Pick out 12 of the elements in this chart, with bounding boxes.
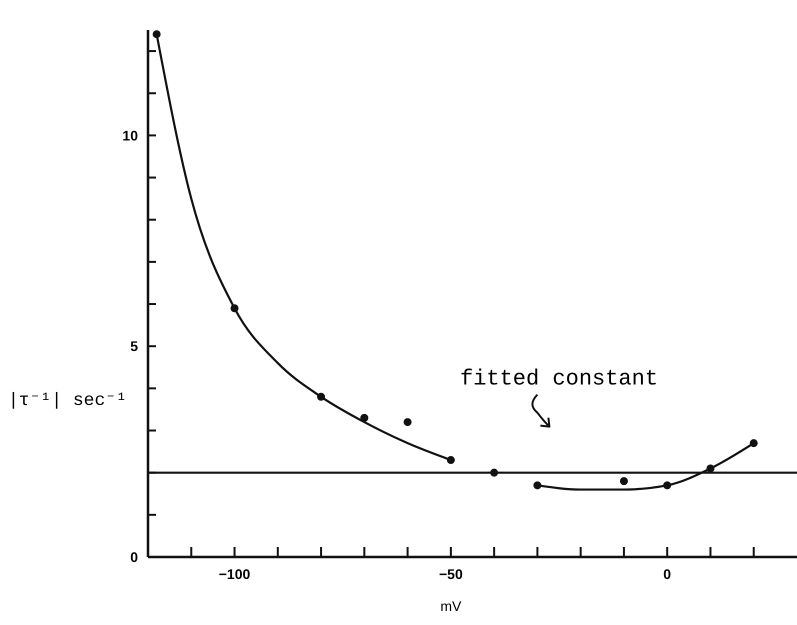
y-axis-title: |τ⁻¹| sec⁻¹ (8, 391, 127, 412)
x-tick-label: −100 (218, 566, 251, 582)
point (620, 477, 628, 486)
ref-line-label: fitted constant (460, 366, 658, 392)
point (404, 418, 412, 426)
y-tick-label: 5 (130, 338, 138, 354)
y-tick-label: 0 (130, 549, 138, 565)
point (490, 468, 498, 477)
x-tick-label: 0 (663, 566, 672, 582)
x-axis-title: mV (440, 598, 462, 614)
x-tick-label: −50 (438, 566, 463, 582)
y-tick-label: 10 (122, 127, 138, 144)
